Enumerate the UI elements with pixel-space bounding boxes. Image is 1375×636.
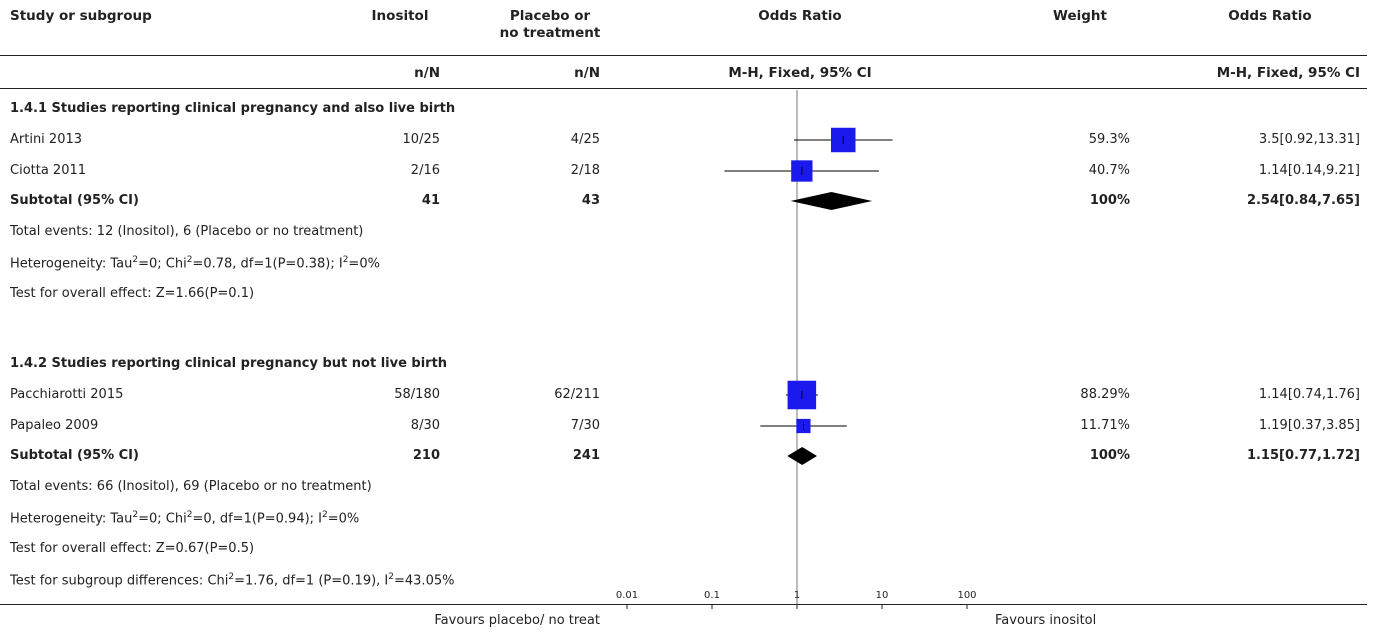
subtotal-placebo: 241: [572, 448, 600, 463]
header-inositol: Inositol: [371, 8, 429, 24]
overall-effect: Test for overall effect: Z=0.67(P=0.5): [10, 541, 255, 556]
header-method-text: M-H, Fixed, 95% CI: [1216, 65, 1360, 81]
header-placebo-line1: Placebo or: [509, 8, 591, 24]
subgroup-test: Test for subgroup differences: Chi2=1.76…: [10, 572, 455, 589]
study-weight: 88.29%: [1080, 387, 1130, 402]
header-nN-placebo: n/N: [574, 65, 600, 81]
heterogeneity: Heterogeneity: Tau2=0; Chi2=0, df=1(P=0.…: [10, 510, 360, 527]
axis-tick-label: 0.1: [704, 590, 720, 601]
subtotal-diamond: [790, 192, 873, 210]
header-rule: [0, 55, 1367, 56]
subtotal-placebo: 43: [581, 193, 600, 208]
subtotal-weight: 100%: [1089, 193, 1130, 208]
subtotal-label: Subtotal (95% CI): [10, 193, 139, 208]
axis-tick-label: 0.01: [616, 590, 638, 601]
study-name: Pacchiarotti 2015: [10, 387, 124, 402]
header-odds-ratio-text: Odds Ratio: [1228, 8, 1312, 24]
study-inositol: 58/180: [394, 387, 440, 402]
method-rule: [0, 88, 1367, 89]
subtotal-label: Subtotal (95% CI): [10, 448, 139, 463]
study-ci: 3.5[0.92,13.31]: [1258, 132, 1360, 147]
header-placebo-line2: no treatment: [499, 25, 601, 41]
study-ci: 1.14[0.14,9.21]: [1258, 163, 1360, 178]
study-placebo: 4/25: [570, 132, 600, 147]
subtotal-ci: 1.15[0.77,1.72]: [1246, 448, 1360, 463]
study-placebo: 62/211: [554, 387, 600, 402]
subtotal-inositol: 41: [421, 193, 440, 208]
axis-tick-label: 10: [876, 590, 889, 601]
header-nN-inositol: n/N: [414, 65, 440, 81]
overall-effect: Test for overall effect: Z=1.66(P=0.1): [10, 286, 255, 301]
header-method-plot: M-H, Fixed, 95% CI: [728, 65, 872, 81]
header-placebo: Placebo or no treatment: [460, 8, 640, 42]
heterogeneity: Heterogeneity: Tau2=0; Chi2=0.78, df=1(P…: [10, 255, 380, 272]
study-name: Artini 2013: [10, 132, 83, 147]
subtotal-ci: 2.54[0.84,7.65]: [1246, 193, 1360, 208]
study-ci: 1.19[0.37,3.85]: [1258, 418, 1360, 433]
group-title: 1.4.1 Studies reporting clinical pregnan…: [10, 101, 456, 116]
total-events: Total events: 12 (Inositol), 6 (Placebo …: [10, 224, 364, 239]
study-name: Ciotta 2011: [10, 163, 87, 178]
header-weight: Weight: [1053, 8, 1107, 24]
study-placebo: 7/30: [570, 418, 600, 433]
study-weight: 59.3%: [1088, 132, 1130, 147]
favours-left: Favours placebo/ no treat: [434, 613, 600, 628]
axis-tick-label: 1: [794, 590, 800, 601]
favours-right: Favours inositol: [995, 613, 1097, 628]
group-title: 1.4.2 Studies reporting clinical pregnan…: [10, 356, 448, 371]
header-study: Study or subgroup: [10, 8, 152, 24]
footer-rule: [0, 604, 1367, 605]
study-inositol: 2/16: [410, 163, 440, 178]
study-placebo: 2/18: [570, 163, 600, 178]
subtotal-weight: 100%: [1089, 448, 1130, 463]
subtotal-diamond: [787, 447, 818, 465]
total-events: Total events: 66 (Inositol), 69 (Placebo…: [10, 479, 372, 494]
study-ci: 1.14[0.74,1.76]: [1258, 387, 1360, 402]
study-inositol: 10/25: [402, 132, 440, 147]
study-inositol: 8/30: [410, 418, 440, 433]
subtotal-inositol: 210: [412, 448, 440, 463]
axis-tick-label: 100: [957, 590, 976, 601]
study-name: Papaleo 2009: [10, 418, 99, 433]
study-weight: 11.71%: [1080, 418, 1130, 433]
header-odds-ratio-plot: Odds Ratio: [758, 8, 842, 24]
study-weight: 40.7%: [1088, 163, 1130, 178]
